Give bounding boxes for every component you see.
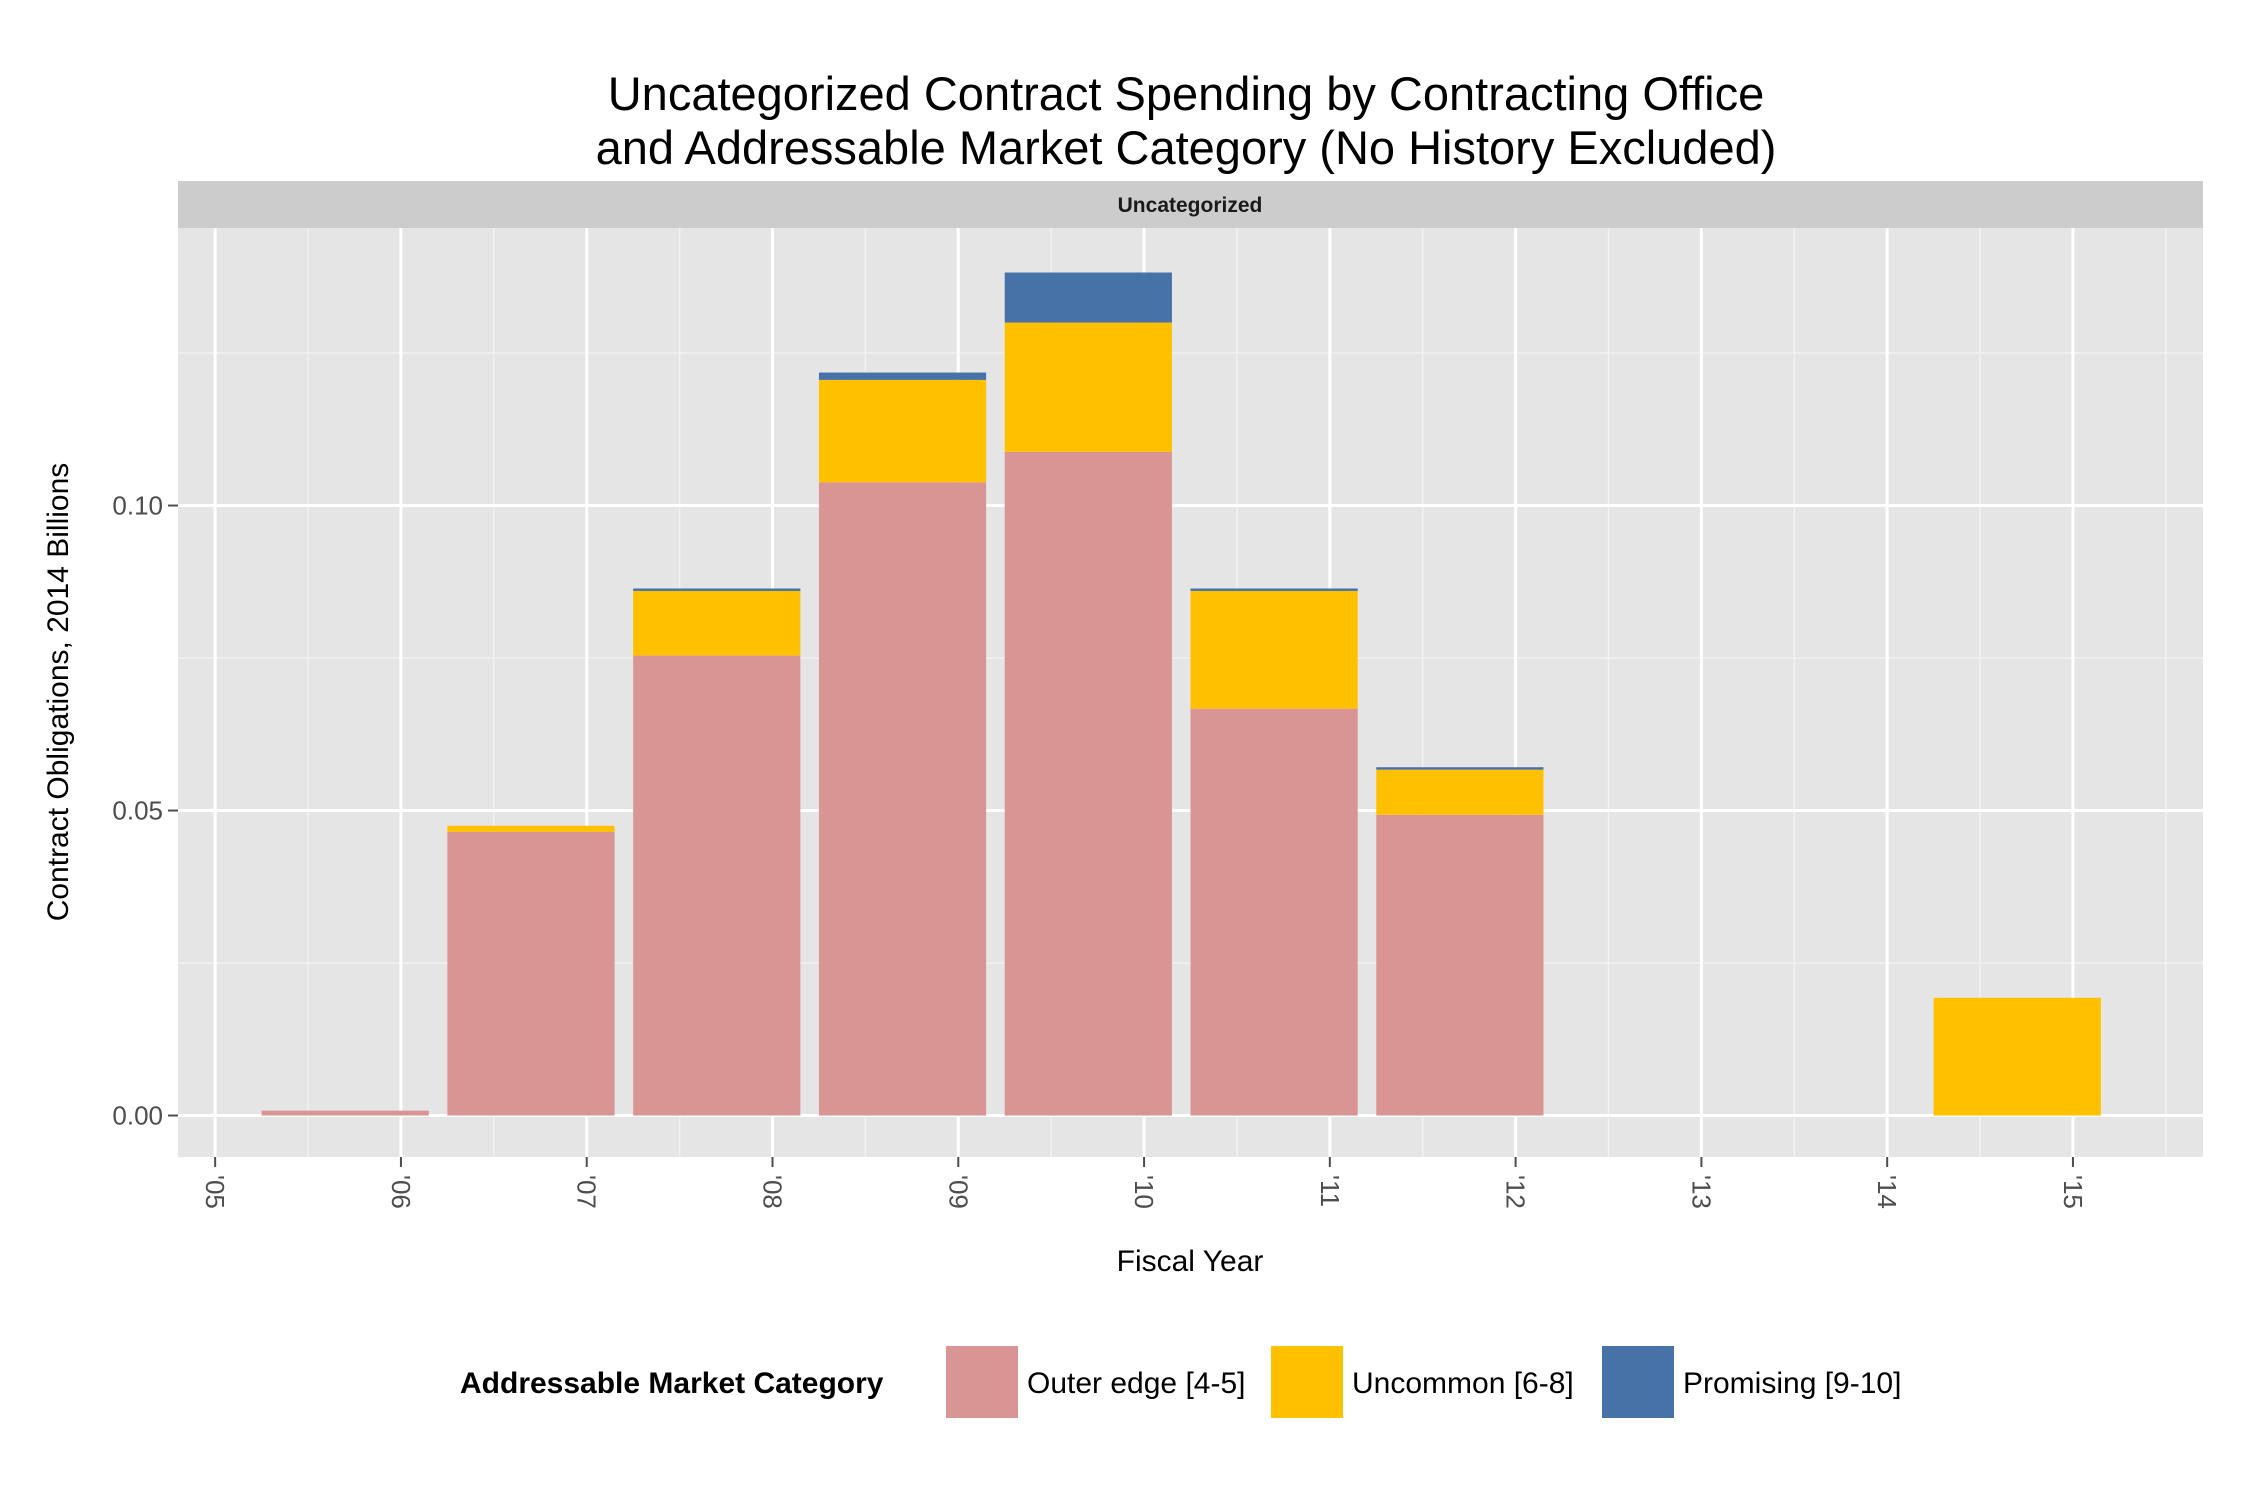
y-tick-label: 0.10	[112, 491, 163, 521]
bar-segment-uncommon	[447, 825, 615, 832]
x-tick-label: '15	[2058, 1175, 2088, 1209]
y-axis: 0.00 0.05 0.10	[112, 491, 178, 1131]
bar-segment-uncommon	[633, 590, 801, 656]
x-tick-label: '08	[757, 1175, 787, 1209]
bar-segment-uncommon	[1376, 769, 1544, 815]
x-tick-label: '09	[943, 1175, 973, 1209]
x-tick-label: '05	[200, 1175, 230, 1209]
facet-strip	[178, 181, 2203, 228]
y-axis-title: Contract Obligations, 2014 Billions	[42, 463, 75, 922]
legend-label: Uncommon [6-8]	[1352, 1367, 1574, 1400]
x-tick-label: '07	[572, 1175, 602, 1209]
x-tick-label: '13	[1686, 1175, 1716, 1209]
bar-segment-outer-edge	[1376, 814, 1544, 1116]
legend-swatch	[1602, 1346, 1674, 1418]
x-tick-label: '12	[1501, 1175, 1531, 1209]
bars	[261, 272, 2101, 1116]
bar-segment-uncommon	[1190, 590, 1358, 709]
legend-swatch	[946, 1346, 1018, 1418]
chart-title-line-2: and Addressable Market Category (No Hist…	[596, 121, 1777, 174]
bar-segment-outer-edge	[633, 655, 801, 1116]
x-axis: '05 '06 '07 '08 '09 '10 '11 '12 '13 '14 '15	[200, 1157, 2088, 1209]
facet-strip-label: Uncategorized	[1118, 194, 1263, 217]
bar-segment-outer-edge	[818, 482, 987, 1116]
legend-label: Promising [9-10]	[1683, 1367, 1901, 1400]
bar-segment-promising	[633, 588, 801, 591]
legend-swatch	[1271, 1346, 1343, 1418]
x-tick-label: '11	[1315, 1175, 1345, 1207]
bar-segment-outer-edge	[1190, 708, 1358, 1116]
bar-segment-outer-edge	[261, 1110, 429, 1116]
bar-segment-promising	[1004, 272, 1172, 323]
x-axis-title: Fiscal Year	[1117, 1245, 1264, 1278]
y-tick-label: 0.00	[112, 1101, 163, 1131]
bar-segment-promising	[1190, 588, 1358, 591]
legend-title: Addressable Market Category	[460, 1367, 884, 1400]
bar-segment-uncommon	[1004, 322, 1172, 452]
bar-segment-outer-edge	[447, 831, 615, 1116]
chart-title-line-1: Uncategorized Contract Spending by Contr…	[608, 67, 1765, 120]
x-tick-label: '10	[1129, 1175, 1159, 1209]
x-tick-label: '06	[386, 1175, 416, 1209]
y-tick-label: 0.05	[112, 796, 163, 826]
bar-segment-uncommon	[818, 379, 987, 483]
legend: Addressable Market Category Outer edge […	[460, 1346, 1901, 1418]
x-tick-label: '14	[1872, 1175, 1902, 1209]
bar-segment-promising	[1376, 767, 1544, 770]
bar-segment-promising	[818, 372, 987, 380]
bar-segment-uncommon	[1933, 997, 2101, 1116]
legend-label: Outer edge [4-5]	[1027, 1367, 1245, 1400]
bar-segment-outer-edge	[1004, 451, 1172, 1116]
